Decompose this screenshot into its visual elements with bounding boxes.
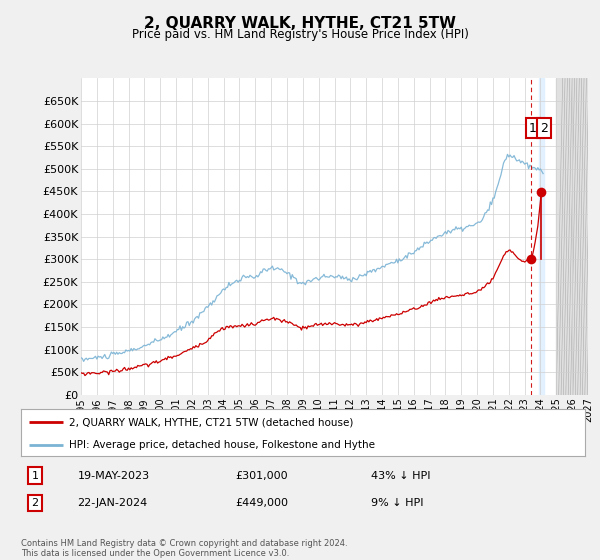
Text: 19-MAY-2023: 19-MAY-2023 xyxy=(77,471,149,481)
Text: £301,000: £301,000 xyxy=(235,471,288,481)
Text: £449,000: £449,000 xyxy=(235,498,289,508)
Text: Contains HM Land Registry data © Crown copyright and database right 2024.
This d: Contains HM Land Registry data © Crown c… xyxy=(21,539,347,558)
Text: 22-JAN-2024: 22-JAN-2024 xyxy=(77,498,148,508)
Text: HPI: Average price, detached house, Folkestone and Hythe: HPI: Average price, detached house, Folk… xyxy=(69,440,375,450)
Text: 2, QUARRY WALK, HYTHE, CT21 5TW: 2, QUARRY WALK, HYTHE, CT21 5TW xyxy=(144,16,456,31)
Text: Price paid vs. HM Land Registry's House Price Index (HPI): Price paid vs. HM Land Registry's House … xyxy=(131,28,469,41)
Text: 1: 1 xyxy=(32,471,38,481)
Text: 2: 2 xyxy=(32,498,38,508)
Text: 1: 1 xyxy=(529,122,536,134)
Text: 2: 2 xyxy=(540,122,548,134)
Text: 2, QUARRY WALK, HYTHE, CT21 5TW (detached house): 2, QUARRY WALK, HYTHE, CT21 5TW (detache… xyxy=(69,417,353,427)
Text: 43% ↓ HPI: 43% ↓ HPI xyxy=(371,471,430,481)
Bar xyxy=(556,78,596,395)
Bar xyxy=(539,78,544,395)
Text: 9% ↓ HPI: 9% ↓ HPI xyxy=(371,498,423,508)
